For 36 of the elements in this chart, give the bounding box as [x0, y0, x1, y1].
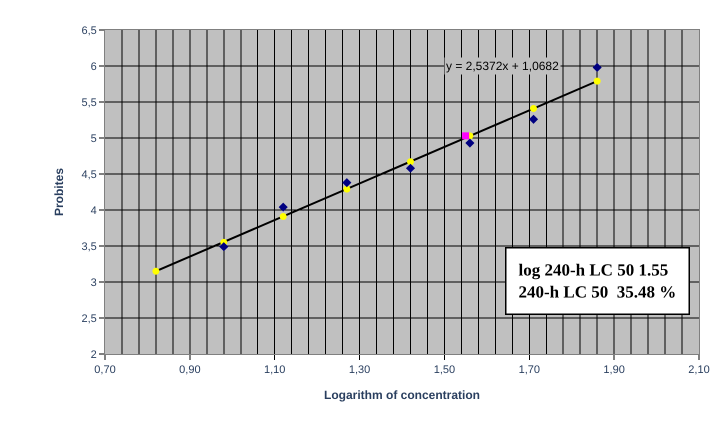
- x-tick-label: 1,70: [518, 364, 540, 376]
- y-tick-label: 6,5: [82, 24, 97, 37]
- point: [406, 158, 414, 166]
- x-tick-label: 1,10: [264, 364, 286, 376]
- y-tick-label: 4: [90, 204, 97, 217]
- x-tick-label: 1,30: [348, 364, 370, 376]
- annotation: log 240-h LC 50 1.55 240-h LC 50 35.48 %: [518, 260, 676, 302]
- annotation: y = 2,5372x + 1,0682: [446, 59, 560, 73]
- y-axis-title: Probites: [52, 168, 66, 216]
- point: [530, 104, 538, 112]
- y-tick-label: 2: [90, 348, 97, 361]
- point: [280, 212, 287, 220]
- x-tick-label: 2,10: [688, 364, 710, 376]
- point: [219, 242, 228, 252]
- point: [342, 178, 352, 188]
- x-tick-label: 1,90: [603, 364, 625, 376]
- y-tick-label: 3,5: [82, 240, 97, 253]
- point: [278, 202, 288, 212]
- y-tick-label: 5: [90, 132, 97, 145]
- point: [594, 78, 601, 85]
- point: [152, 268, 160, 275]
- point: [465, 138, 474, 148]
- point: [343, 186, 350, 193]
- point: [592, 62, 602, 72]
- point: [462, 132, 470, 140]
- x-tick-label: 0,90: [179, 364, 201, 376]
- point: [528, 114, 538, 124]
- y-tick-label: 6: [90, 60, 97, 73]
- y-tick-label: 4,5: [82, 168, 97, 181]
- y-tick-label: 5,5: [82, 96, 97, 109]
- x-tick-label: 1,50: [434, 364, 456, 376]
- y-tick-label: 2,5: [82, 312, 97, 325]
- x-tick-label: 0,70: [94, 364, 116, 376]
- y-tick-label: 3: [90, 276, 97, 289]
- x-axis-title: Logarithm of concentration: [324, 388, 480, 402]
- point: [406, 164, 416, 173]
